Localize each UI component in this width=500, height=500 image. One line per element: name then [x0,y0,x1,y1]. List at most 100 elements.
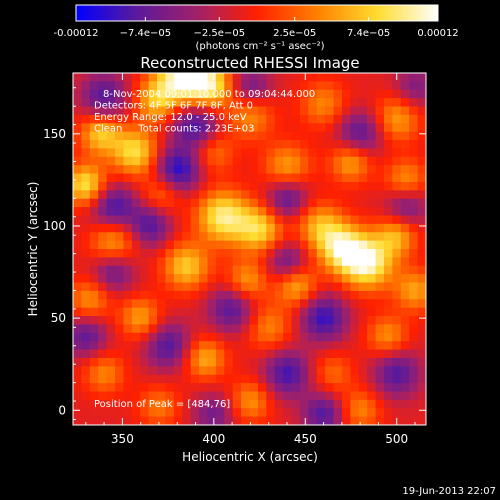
heatmap-cell [325,140,335,150]
heatmap-cell [308,173,318,183]
heatmap-cell [148,349,158,359]
heatmap-cell [257,190,267,200]
heatmap-cell [341,173,351,183]
heatmap-cell [224,240,234,250]
heatmap-cell [115,366,125,376]
heatmap-cell [383,299,393,309]
heatmap-cell [241,357,251,367]
heatmap-cell [325,349,335,359]
heatmap-cell [157,383,167,393]
colorbar-tick-label: 7.4e−05 [347,28,390,39]
heatmap-cell [274,156,284,166]
heatmap-cell [106,173,116,183]
heatmap-cell [215,408,225,418]
heatmap-cell [140,332,150,342]
heatmap-cell [417,215,426,225]
heatmap-cell [157,165,167,175]
heatmap-cell [249,282,259,292]
heatmap-cell [400,131,410,141]
heatmap-cell [140,165,150,175]
heatmap-cell [115,265,125,275]
heatmap-cell [123,73,133,82]
heatmap-cell [173,207,183,217]
heatmap-cell [367,349,377,359]
heatmap-cell [325,265,335,275]
heatmap-cell [140,249,150,258]
heatmap-cell [106,332,116,342]
heatmap-cell [392,156,402,166]
heatmap-cell [417,190,426,200]
heatmap-cell [367,299,377,309]
heatmap-cell [274,114,284,124]
heatmap-cell [257,290,267,300]
heatmap-cell [224,408,234,418]
heatmap-cell [81,173,91,183]
heatmap-cell [266,290,276,300]
heatmap-cell [383,249,393,258]
heatmap-cell [249,307,259,317]
heatmap-cell [173,324,183,334]
heatmap-cell [417,290,426,300]
heatmap-cell [257,223,267,233]
heatmap-cell [316,299,326,309]
heatmap-cell [417,341,426,351]
heatmap-cell [115,408,125,418]
heatmap-cell [283,114,293,124]
heatmap-cell [249,148,259,158]
heatmap-cell [241,232,251,242]
heatmap-cell [157,408,167,418]
y-axis-label: Heliocentric Y (arcsec) [26,182,40,317]
heatmap-cell [350,181,360,191]
heatmap-cell [249,140,259,150]
heatmap-cell [358,190,368,200]
heatmap-cell [316,374,326,384]
heatmap-cell [392,198,402,208]
heatmap-cell [409,173,419,183]
heatmap-cell [148,140,158,150]
heatmap-cell [115,223,125,233]
heatmap-cell [325,223,335,233]
heatmap-cell [190,341,200,351]
heatmap-cell [417,156,426,166]
heatmap-cell [89,198,99,208]
heatmap-cell [241,391,251,401]
heatmap-cell [173,240,183,250]
heatmap-cell [81,148,91,158]
heatmap-cell [224,140,234,150]
heatmap-cell [325,81,335,91]
heatmap-cell [98,89,108,99]
heatmap-cell [383,98,393,108]
heatmap-cell [106,324,116,334]
heatmap-cell [224,357,234,367]
heatmap-cell [341,81,351,91]
heatmap-cell [333,207,343,217]
heatmap-cell [98,374,108,384]
heatmap-cell [182,366,192,376]
heatmap-cell [417,357,426,367]
heatmap-cell [375,123,385,133]
heatmap-cell [291,156,301,166]
heatmap-cell [165,257,175,267]
heatmap-cell [73,282,82,292]
heatmap-cell [73,148,82,158]
heatmap-cell [409,374,419,384]
heatmap-cell [383,274,393,284]
heatmap-cell [81,207,91,217]
heatmap-cell [106,198,116,208]
heatmap-cell [81,223,91,233]
heatmap-cell [249,73,259,82]
heatmap-cell [106,81,116,91]
heatmap-cell [165,307,175,317]
heatmap-cell [140,190,150,200]
heatmap-cell [157,73,167,82]
heatmap-cell [115,257,125,267]
heatmap-cell [148,290,158,300]
heatmap-cell [98,148,108,158]
heatmap-cell [383,324,393,334]
heatmap-cell [98,290,108,300]
heatmap-cell [224,131,234,141]
heatmap-cell [173,257,183,267]
heatmap-cell [274,341,284,351]
heatmap-cell [98,181,108,191]
heatmap-cell [392,274,402,284]
